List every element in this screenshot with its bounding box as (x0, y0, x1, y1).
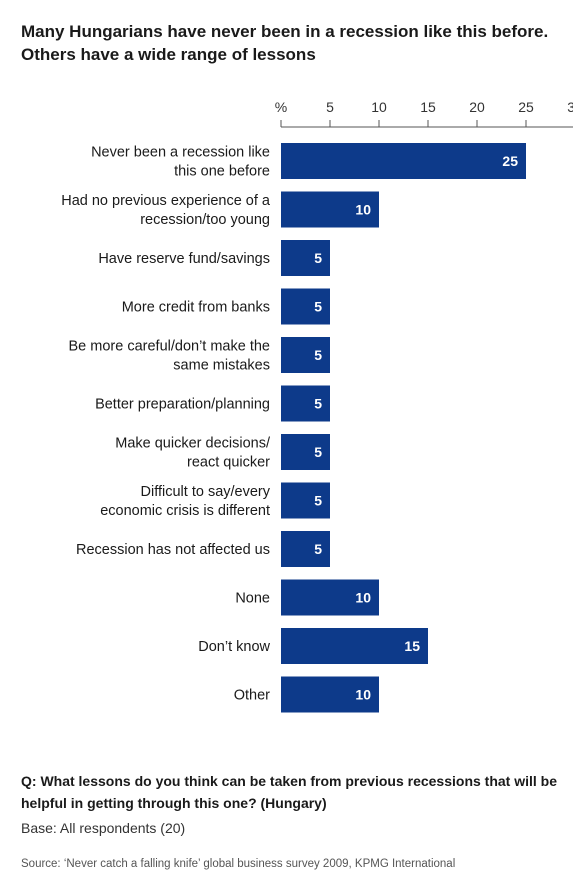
bar-5 (281, 385, 330, 422)
bar-3 (281, 288, 330, 325)
x-axis-unit-label: % (275, 99, 287, 115)
category-label-2-line-0: Have reserve fund/savings (98, 251, 270, 267)
bar-9 (281, 579, 379, 616)
category-label-4-line-0: Be more careful/don’t make the (69, 339, 271, 355)
bar-value-label-11: 10 (355, 687, 371, 703)
category-label-0-line-1: this one before (174, 164, 270, 180)
source-note: Source: ‘Never catch a falling knife’ gl… (21, 858, 456, 870)
bar-7 (281, 482, 330, 519)
x-tick-label-10: 10 (371, 99, 387, 115)
bar-value-label-8: 5 (314, 541, 322, 557)
category-label-5-line-0: Better preparation/planning (95, 397, 270, 413)
bar-value-label-2: 5 (314, 250, 322, 266)
bar-value-label-4: 5 (314, 347, 322, 363)
bar-1 (281, 191, 379, 228)
category-label-1-line-1: recession/too young (140, 212, 270, 228)
bar-11 (281, 676, 379, 713)
category-label-1-line-0: Had no previous experience of a (61, 193, 271, 209)
category-label-7-line-1: economic crisis is different (100, 503, 270, 519)
bar-value-label-1: 10 (355, 202, 371, 218)
category-label-0-line-0: Never been a recession like (91, 145, 270, 161)
survey-question: Q: What lessons do you think can be take… (21, 773, 558, 811)
x-tick-label-5: 5 (326, 99, 334, 115)
bar-8 (281, 531, 330, 567)
bar-10 (281, 628, 428, 664)
x-tick-label-25: 25 (518, 99, 534, 115)
x-tick-label-20: 20 (469, 99, 485, 115)
category-label-6-line-1: react quicker (187, 455, 270, 471)
x-tick-label-30: 30 (567, 99, 573, 115)
bar-value-label-7: 5 (314, 493, 322, 509)
bar-value-label-9: 10 (355, 590, 371, 606)
bar-4 (281, 337, 330, 373)
bar-chart: % 5 10 15 20 25 30 25 Never been a recession lik… (61, 99, 573, 713)
category-label-6-line-0: Make quicker decisions/ (115, 436, 271, 452)
x-tick-label-15: 15 (420, 99, 436, 115)
bar-value-label-10: 15 (404, 638, 420, 654)
category-label-9-line-0: None (235, 591, 270, 607)
bar-value-label-6: 5 (314, 444, 322, 460)
bar-value-label-0: 25 (502, 153, 518, 169)
bar-2 (281, 240, 330, 276)
chart-title: Many Hungarians have never been in a rec… (21, 22, 549, 64)
bar-6 (281, 434, 330, 470)
category-label-3-line-0: More credit from banks (122, 300, 270, 316)
category-label-8-line-0: Recession has not affected us (76, 542, 270, 558)
bar-value-label-3: 5 (314, 299, 322, 315)
base-note: Base: All respondents (20) (21, 820, 186, 836)
bar-value-label-5: 5 (314, 396, 322, 412)
category-label-4-line-1: same mistakes (173, 358, 270, 374)
category-label-10-line-0: Don’t know (198, 639, 270, 655)
bar-0 (281, 143, 526, 179)
category-label-11-line-0: Other (234, 688, 270, 704)
category-label-7-line-0: Difficult to say/every (141, 484, 271, 500)
